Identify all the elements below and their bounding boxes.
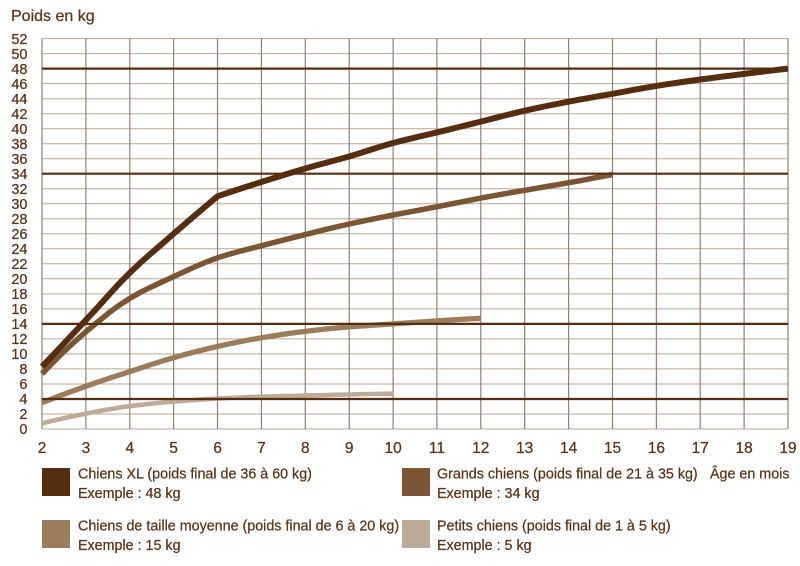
svg-text:3: 3	[82, 440, 91, 457]
svg-text:Grands chiens (poids final de: Grands chiens (poids final de 21 à 35 kg…	[437, 467, 698, 483]
svg-text:44: 44	[11, 92, 27, 108]
svg-text:17: 17	[692, 440, 709, 457]
svg-text:10: 10	[384, 440, 402, 457]
svg-text:13: 13	[516, 440, 533, 457]
svg-text:32: 32	[11, 182, 27, 198]
svg-text:4: 4	[19, 392, 27, 408]
svg-text:14: 14	[560, 440, 578, 457]
svg-text:Exemple : 15 kg: Exemple : 15 kg	[78, 538, 181, 554]
svg-text:7: 7	[257, 440, 266, 457]
svg-text:20: 20	[11, 272, 27, 288]
svg-text:14: 14	[11, 317, 27, 333]
svg-text:24: 24	[11, 242, 27, 258]
svg-text:6: 6	[19, 377, 27, 393]
svg-text:Petits chiens (poids final de: Petits chiens (poids final de 1 à 5 kg)	[437, 519, 671, 535]
svg-text:2: 2	[38, 440, 47, 457]
svg-text:15: 15	[604, 440, 621, 457]
svg-text:10: 10	[11, 347, 27, 363]
svg-text:9: 9	[345, 440, 354, 457]
svg-text:42: 42	[11, 107, 27, 123]
svg-text:6: 6	[213, 440, 222, 457]
svg-text:0: 0	[19, 422, 27, 438]
svg-text:2: 2	[19, 407, 27, 423]
svg-text:Poids en kg: Poids en kg	[11, 8, 95, 25]
svg-text:19: 19	[779, 440, 796, 457]
svg-text:38: 38	[11, 137, 27, 153]
svg-text:16: 16	[11, 302, 27, 318]
svg-text:8: 8	[19, 362, 27, 378]
svg-text:50: 50	[11, 47, 27, 63]
svg-text:Chiens XL (poids final de 36 à: Chiens XL (poids final de 36 à 60 kg)	[78, 467, 312, 483]
svg-text:18: 18	[735, 440, 752, 457]
svg-text:48: 48	[11, 62, 27, 78]
svg-text:Âge en mois: Âge en mois	[710, 466, 789, 483]
svg-text:36: 36	[11, 152, 27, 168]
svg-text:26: 26	[11, 227, 27, 243]
svg-text:40: 40	[11, 122, 27, 138]
svg-text:52: 52	[11, 32, 27, 48]
svg-text:Exemple : 5 kg: Exemple : 5 kg	[437, 538, 532, 554]
svg-text:Exemple : 34 kg: Exemple : 34 kg	[437, 486, 540, 502]
svg-text:Chiens de taille moyenne (poid: Chiens de taille moyenne (poids final de…	[78, 519, 399, 535]
svg-text:28: 28	[11, 212, 27, 228]
svg-text:11: 11	[429, 440, 445, 457]
svg-text:Exemple : 48 kg: Exemple : 48 kg	[78, 486, 181, 502]
svg-text:16: 16	[648, 440, 665, 457]
svg-text:46: 46	[11, 77, 27, 93]
svg-text:22: 22	[11, 257, 27, 273]
svg-text:5: 5	[169, 440, 178, 457]
svg-text:34: 34	[11, 167, 27, 183]
svg-text:4: 4	[125, 440, 134, 457]
svg-text:12: 12	[11, 332, 27, 348]
svg-text:18: 18	[11, 287, 27, 303]
svg-text:8: 8	[301, 440, 310, 457]
svg-text:30: 30	[11, 197, 27, 213]
svg-text:12: 12	[472, 440, 489, 457]
